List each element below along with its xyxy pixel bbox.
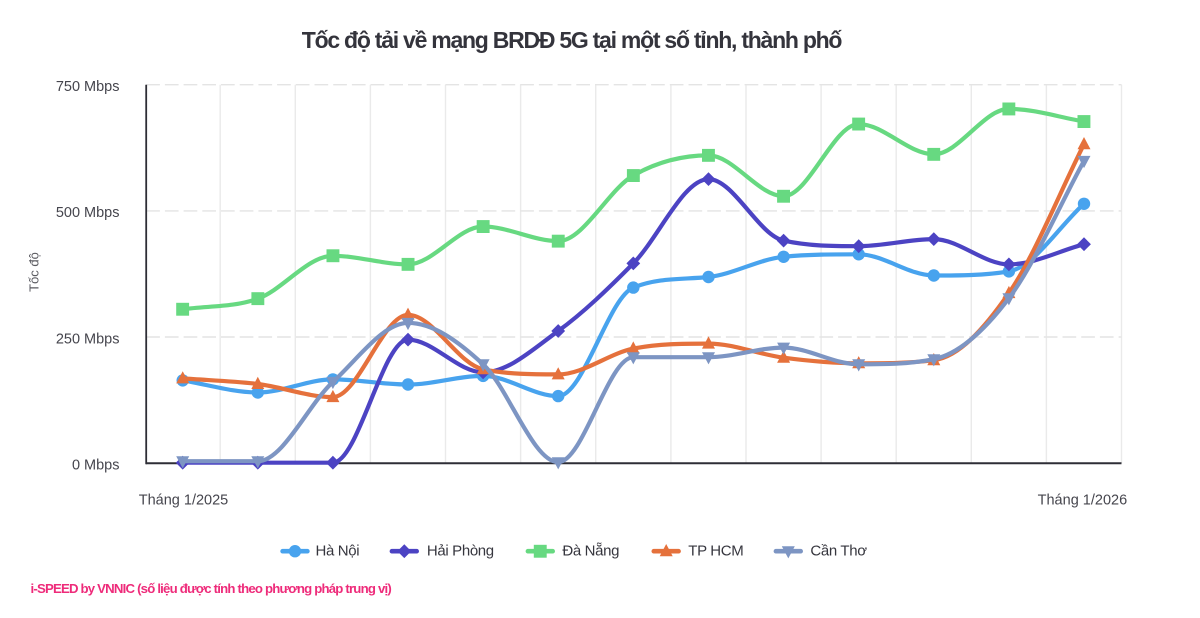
- svg-text:Cần Thơ: Cần Thơ: [810, 543, 867, 560]
- svg-text:Tốc độ: Tốc độ: [27, 252, 42, 292]
- svg-text:Tháng 1/2026: Tháng 1/2026: [1038, 493, 1128, 509]
- svg-text:Tốc độ tải về mạng BRDĐ 5G tại: Tốc độ tải về mạng BRDĐ 5G tại một số tỉ…: [302, 27, 843, 53]
- svg-text:Hải Phòng: Hải Phòng: [427, 543, 494, 560]
- svg-text:750 Mbps: 750 Mbps: [56, 79, 120, 95]
- svg-text:250 Mbps: 250 Mbps: [56, 331, 120, 347]
- svg-text:Hà Nội: Hà Nội: [316, 543, 360, 560]
- svg-text:0 Mbps: 0 Mbps: [72, 458, 120, 474]
- svg-text:TP HCM: TP HCM: [688, 543, 743, 560]
- svg-text:500 Mbps: 500 Mbps: [56, 205, 120, 221]
- svg-text:Đà Nẵng: Đà Nẵng: [562, 543, 619, 560]
- svg-text:i-SPEED by VNNIC (số liệu được: i-SPEED by VNNIC (số liệu được tính theo…: [31, 581, 392, 596]
- svg-text:Tháng 1/2025: Tháng 1/2025: [139, 493, 229, 509]
